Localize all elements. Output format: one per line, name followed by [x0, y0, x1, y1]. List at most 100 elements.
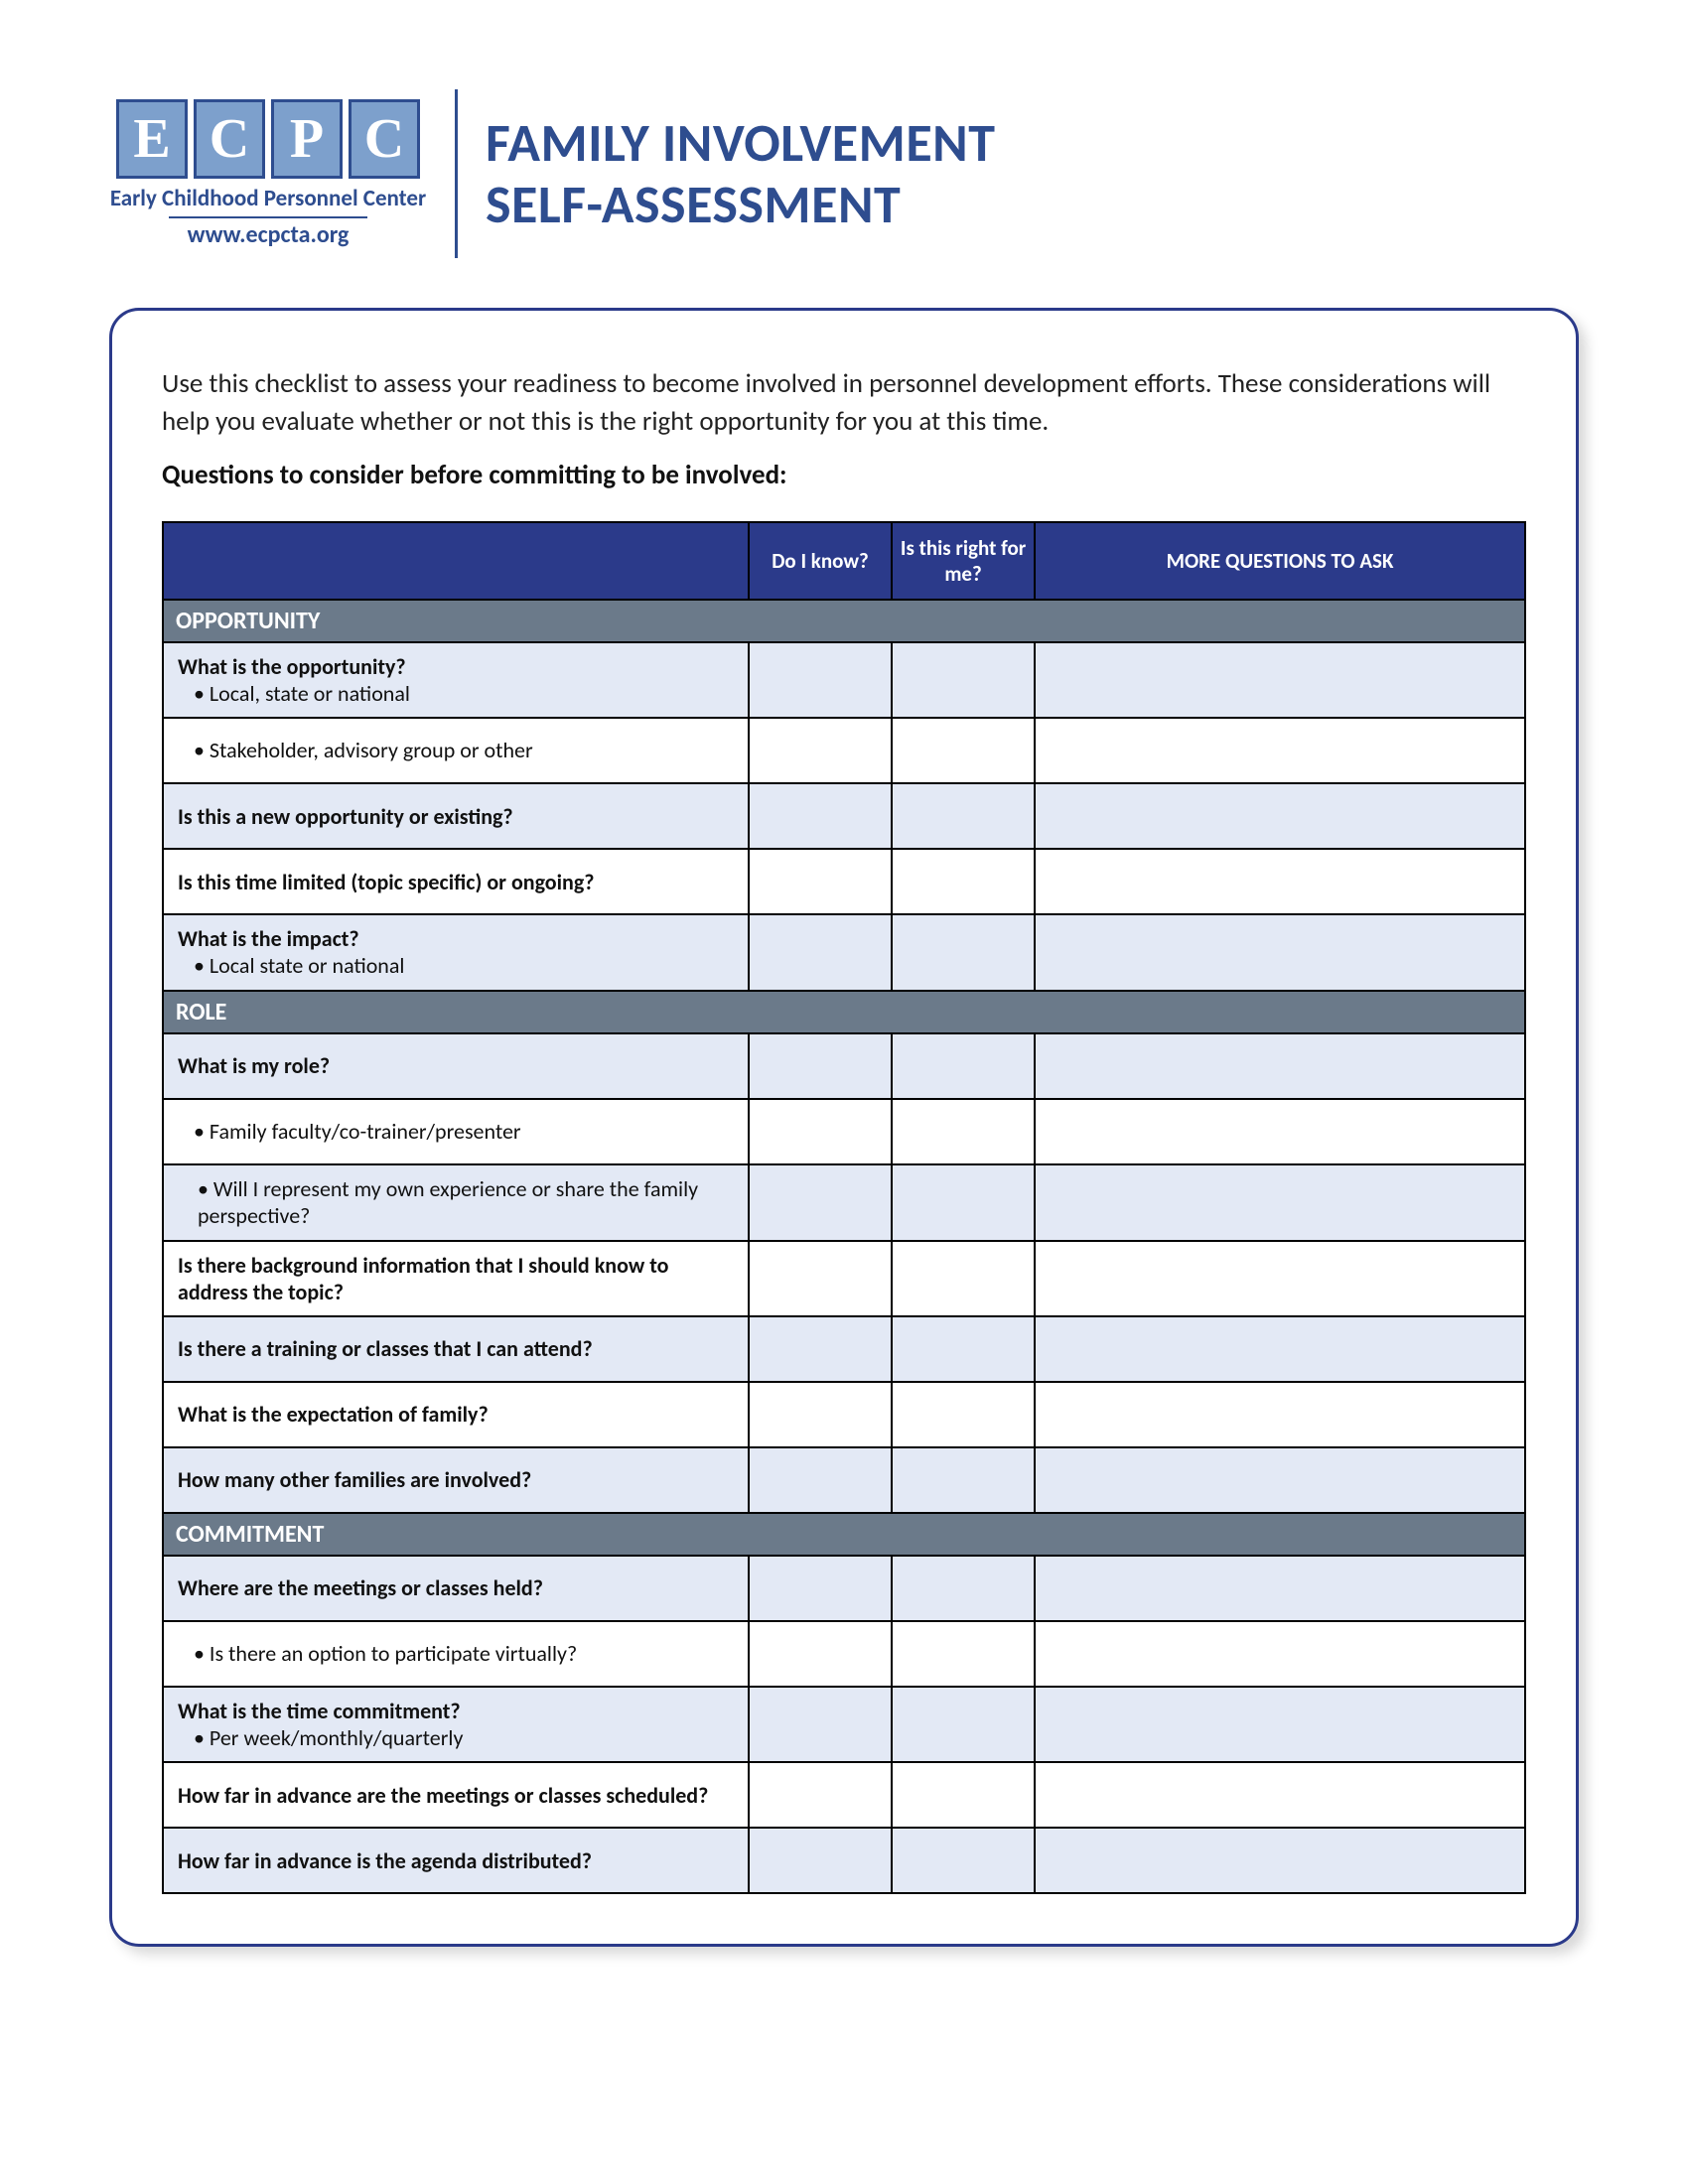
more-cell[interactable]	[1035, 1099, 1525, 1164]
know-cell[interactable]	[749, 1447, 892, 1513]
table-row: • Family faculty/co-trainer/presenter	[163, 1099, 1525, 1164]
right-cell[interactable]	[892, 1828, 1035, 1893]
more-cell[interactable]	[1035, 1556, 1525, 1621]
more-cell[interactable]	[1035, 914, 1525, 991]
right-cell[interactable]	[892, 783, 1035, 849]
col-header-right: Is this right for me?	[892, 522, 1035, 600]
intro-text: Use this checklist to assess your readin…	[162, 365, 1526, 441]
know-cell[interactable]	[749, 718, 892, 783]
right-cell[interactable]	[892, 1164, 1035, 1241]
question-bold: Is this a new opportunity or existing?	[178, 803, 513, 830]
logo-letter-c2: C	[349, 99, 420, 179]
question-cell: What is the impact?• Local state or nati…	[163, 914, 749, 991]
right-cell[interactable]	[892, 1621, 1035, 1687]
question-bold: Where are the meetings or classes held?	[178, 1574, 543, 1601]
section-title: ROLE	[163, 991, 1525, 1033]
more-cell[interactable]	[1035, 1828, 1525, 1893]
logo-block: E C P C Early Childhood Personnel Center…	[109, 99, 427, 249]
right-cell[interactable]	[892, 1762, 1035, 1828]
table-row: How far in advance is the agenda distrib…	[163, 1828, 1525, 1893]
question-bold: What is the time commitment?	[178, 1698, 461, 1724]
right-cell[interactable]	[892, 1687, 1035, 1763]
right-cell[interactable]	[892, 1316, 1035, 1382]
more-cell[interactable]	[1035, 1164, 1525, 1241]
table-row: Is there background information that I s…	[163, 1241, 1525, 1316]
know-cell[interactable]	[749, 1316, 892, 1382]
know-cell[interactable]	[749, 1164, 892, 1241]
table-row: How many other families are involved?	[163, 1447, 1525, 1513]
section-row: OPPORTUNITY	[163, 600, 1525, 642]
table-row: What is the opportunity?• Local, state o…	[163, 642, 1525, 719]
more-cell[interactable]	[1035, 1382, 1525, 1447]
table-row: What is my role?	[163, 1033, 1525, 1099]
right-cell[interactable]	[892, 642, 1035, 719]
table-row: • Will I represent my own experience or …	[163, 1164, 1525, 1241]
right-cell[interactable]	[892, 1099, 1035, 1164]
know-cell[interactable]	[749, 642, 892, 719]
question-bullet: • Local state or national	[178, 952, 738, 980]
right-cell[interactable]	[892, 914, 1035, 991]
question-bullet: • Per week/monthly/quarterly	[178, 1724, 738, 1752]
question-bold: Is there background information that I s…	[178, 1252, 668, 1305]
more-cell[interactable]	[1035, 849, 1525, 914]
table-row: • Is there an option to participate virt…	[163, 1621, 1525, 1687]
question-cell: What is the time commitment?• Per week/m…	[163, 1687, 749, 1763]
know-cell[interactable]	[749, 1382, 892, 1447]
question-bold: How many other families are involved?	[178, 1466, 531, 1493]
more-cell[interactable]	[1035, 1621, 1525, 1687]
know-cell[interactable]	[749, 1556, 892, 1621]
right-cell[interactable]	[892, 1033, 1035, 1099]
logo-letter-p: P	[271, 99, 343, 179]
question-cell: Is there a training or classes that I ca…	[163, 1316, 749, 1382]
know-cell[interactable]	[749, 1241, 892, 1316]
more-cell[interactable]	[1035, 1447, 1525, 1513]
title-line-2: SELF-ASSESSMENT	[486, 174, 995, 235]
question-bold: How far in advance is the agenda distrib…	[178, 1847, 592, 1874]
know-cell[interactable]	[749, 1621, 892, 1687]
question-cell: How far in advance is the agenda distrib…	[163, 1828, 749, 1893]
more-cell[interactable]	[1035, 1241, 1525, 1316]
right-cell[interactable]	[892, 849, 1035, 914]
question-bold: How far in advance are the meetings or c…	[178, 1782, 708, 1809]
right-cell[interactable]	[892, 1382, 1035, 1447]
question-cell: Is this time limited (topic specific) or…	[163, 849, 749, 914]
right-cell[interactable]	[892, 1447, 1035, 1513]
question-bullet: • Family faculty/co-trainer/presenter	[178, 1118, 738, 1146]
question-cell: What is my role?	[163, 1033, 749, 1099]
title-divider	[455, 89, 458, 258]
question-cell: What is the opportunity?• Local, state o…	[163, 642, 749, 719]
question-bullet: • Local, state or national	[178, 680, 738, 708]
question-cell: • Family faculty/co-trainer/presenter	[163, 1099, 749, 1164]
more-cell[interactable]	[1035, 718, 1525, 783]
know-cell[interactable]	[749, 1687, 892, 1763]
table-row: • Stakeholder, advisory group or other	[163, 718, 1525, 783]
logo-url: www.ecpcta.org	[188, 220, 350, 249]
col-header-question	[163, 522, 749, 600]
section-title: COMMITMENT	[163, 1513, 1525, 1556]
question-bullet: • Stakeholder, advisory group or other	[178, 737, 738, 764]
more-cell[interactable]	[1035, 1033, 1525, 1099]
know-cell[interactable]	[749, 1762, 892, 1828]
more-cell[interactable]	[1035, 1762, 1525, 1828]
know-cell[interactable]	[749, 1828, 892, 1893]
table-row: Is this a new opportunity or existing?	[163, 783, 1525, 849]
right-cell[interactable]	[892, 1556, 1035, 1621]
question-bold: Is this time limited (topic specific) or…	[178, 869, 594, 895]
know-cell[interactable]	[749, 914, 892, 991]
know-cell[interactable]	[749, 783, 892, 849]
more-cell[interactable]	[1035, 1687, 1525, 1763]
table-body: OPPORTUNITYWhat is the opportunity?• Loc…	[163, 600, 1525, 1894]
more-cell[interactable]	[1035, 1316, 1525, 1382]
more-cell[interactable]	[1035, 783, 1525, 849]
right-cell[interactable]	[892, 1241, 1035, 1316]
table-row: What is the expectation of family?	[163, 1382, 1525, 1447]
main-panel: Use this checklist to assess your readin…	[109, 308, 1579, 1947]
question-bullet: • Is there an option to participate virt…	[178, 1640, 738, 1668]
know-cell[interactable]	[749, 849, 892, 914]
know-cell[interactable]	[749, 1033, 892, 1099]
right-cell[interactable]	[892, 718, 1035, 783]
question-cell: • Will I represent my own experience or …	[163, 1164, 749, 1241]
know-cell[interactable]	[749, 1099, 892, 1164]
logo-letter-c: C	[194, 99, 265, 179]
more-cell[interactable]	[1035, 642, 1525, 719]
